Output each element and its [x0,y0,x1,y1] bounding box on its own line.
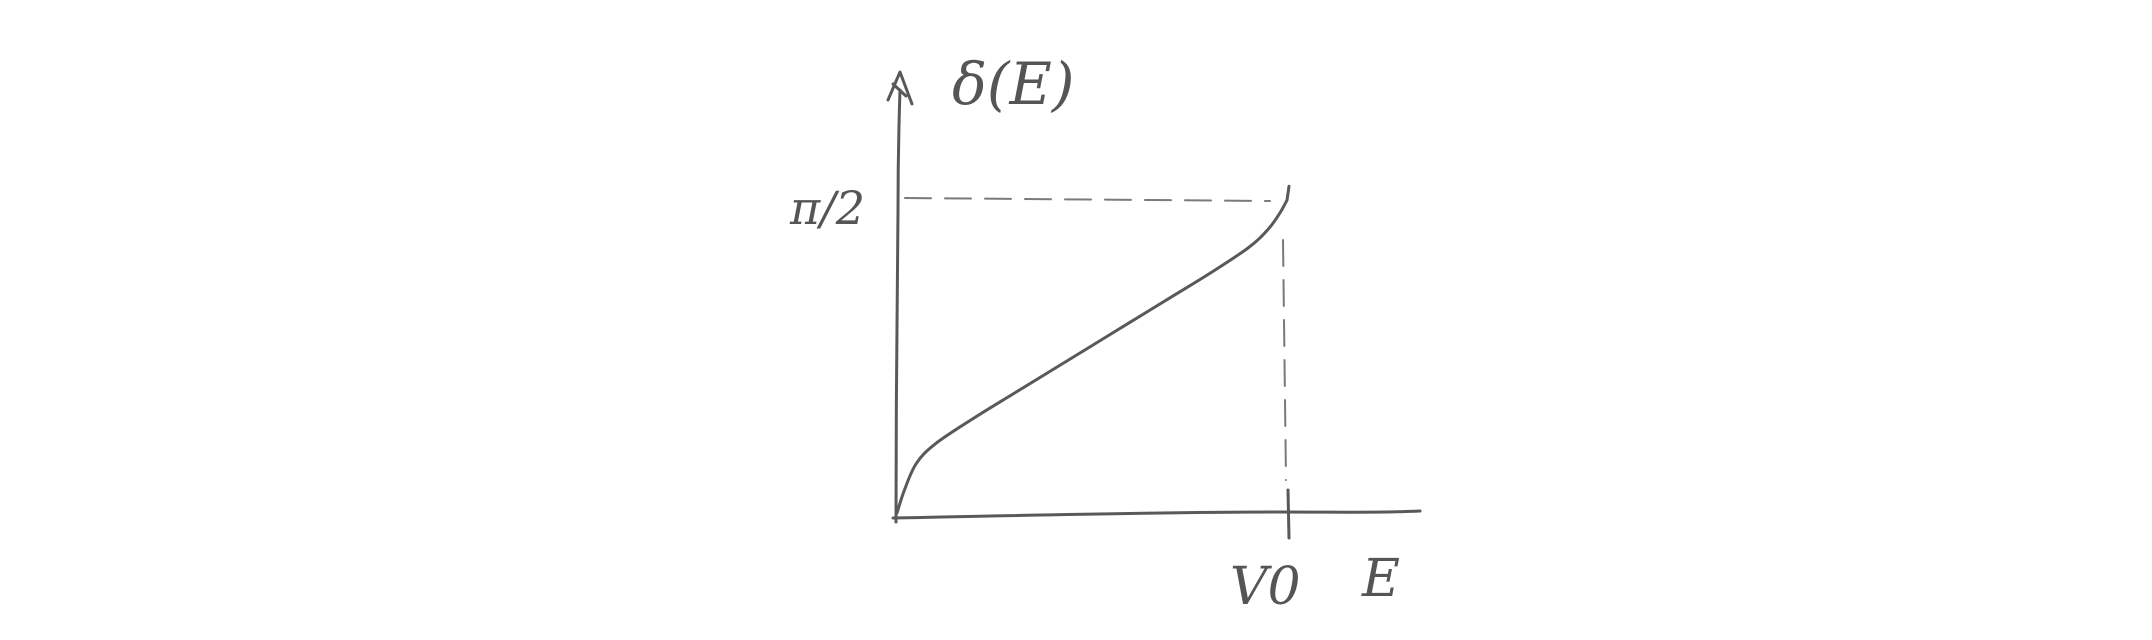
series-line [895,184,1291,515]
y-axis-arrowhead [886,70,914,106]
reference-line-vertical [1282,239,1287,481]
y-marker-label: π/2 [789,181,865,235]
y-axis [894,88,902,524]
x-marker-label: V0 [1230,557,1301,617]
reference-line-horizontal [904,197,1271,202]
y-axis-label: δ(E) [952,50,1075,118]
x-axis-label: E [1361,549,1400,609]
x-axis-tick [1286,488,1291,540]
x-axis [891,509,1422,520]
